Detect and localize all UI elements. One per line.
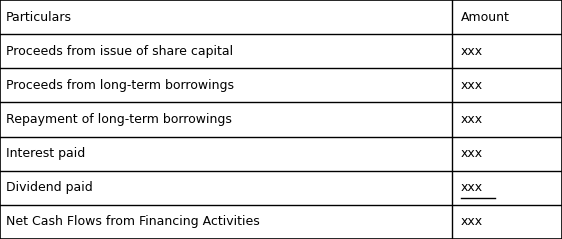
Text: Net Cash Flows from Financing Activities: Net Cash Flows from Financing Activities: [6, 215, 260, 228]
Text: xxx: xxx: [461, 215, 483, 228]
Text: Interest paid: Interest paid: [6, 147, 85, 160]
Text: xxx: xxx: [461, 45, 483, 58]
Text: xxx: xxx: [461, 113, 483, 126]
Text: xxx: xxx: [461, 147, 483, 160]
Text: Proceeds from issue of share capital: Proceeds from issue of share capital: [6, 45, 233, 58]
Text: Amount: Amount: [461, 11, 510, 24]
Text: Dividend paid: Dividend paid: [6, 181, 92, 194]
Text: Proceeds from long-term borrowings: Proceeds from long-term borrowings: [6, 79, 234, 92]
Text: xxx: xxx: [461, 79, 483, 92]
Text: xxx: xxx: [461, 181, 483, 194]
Text: Particulars: Particulars: [6, 11, 71, 24]
Text: Repayment of long-term borrowings: Repayment of long-term borrowings: [6, 113, 232, 126]
